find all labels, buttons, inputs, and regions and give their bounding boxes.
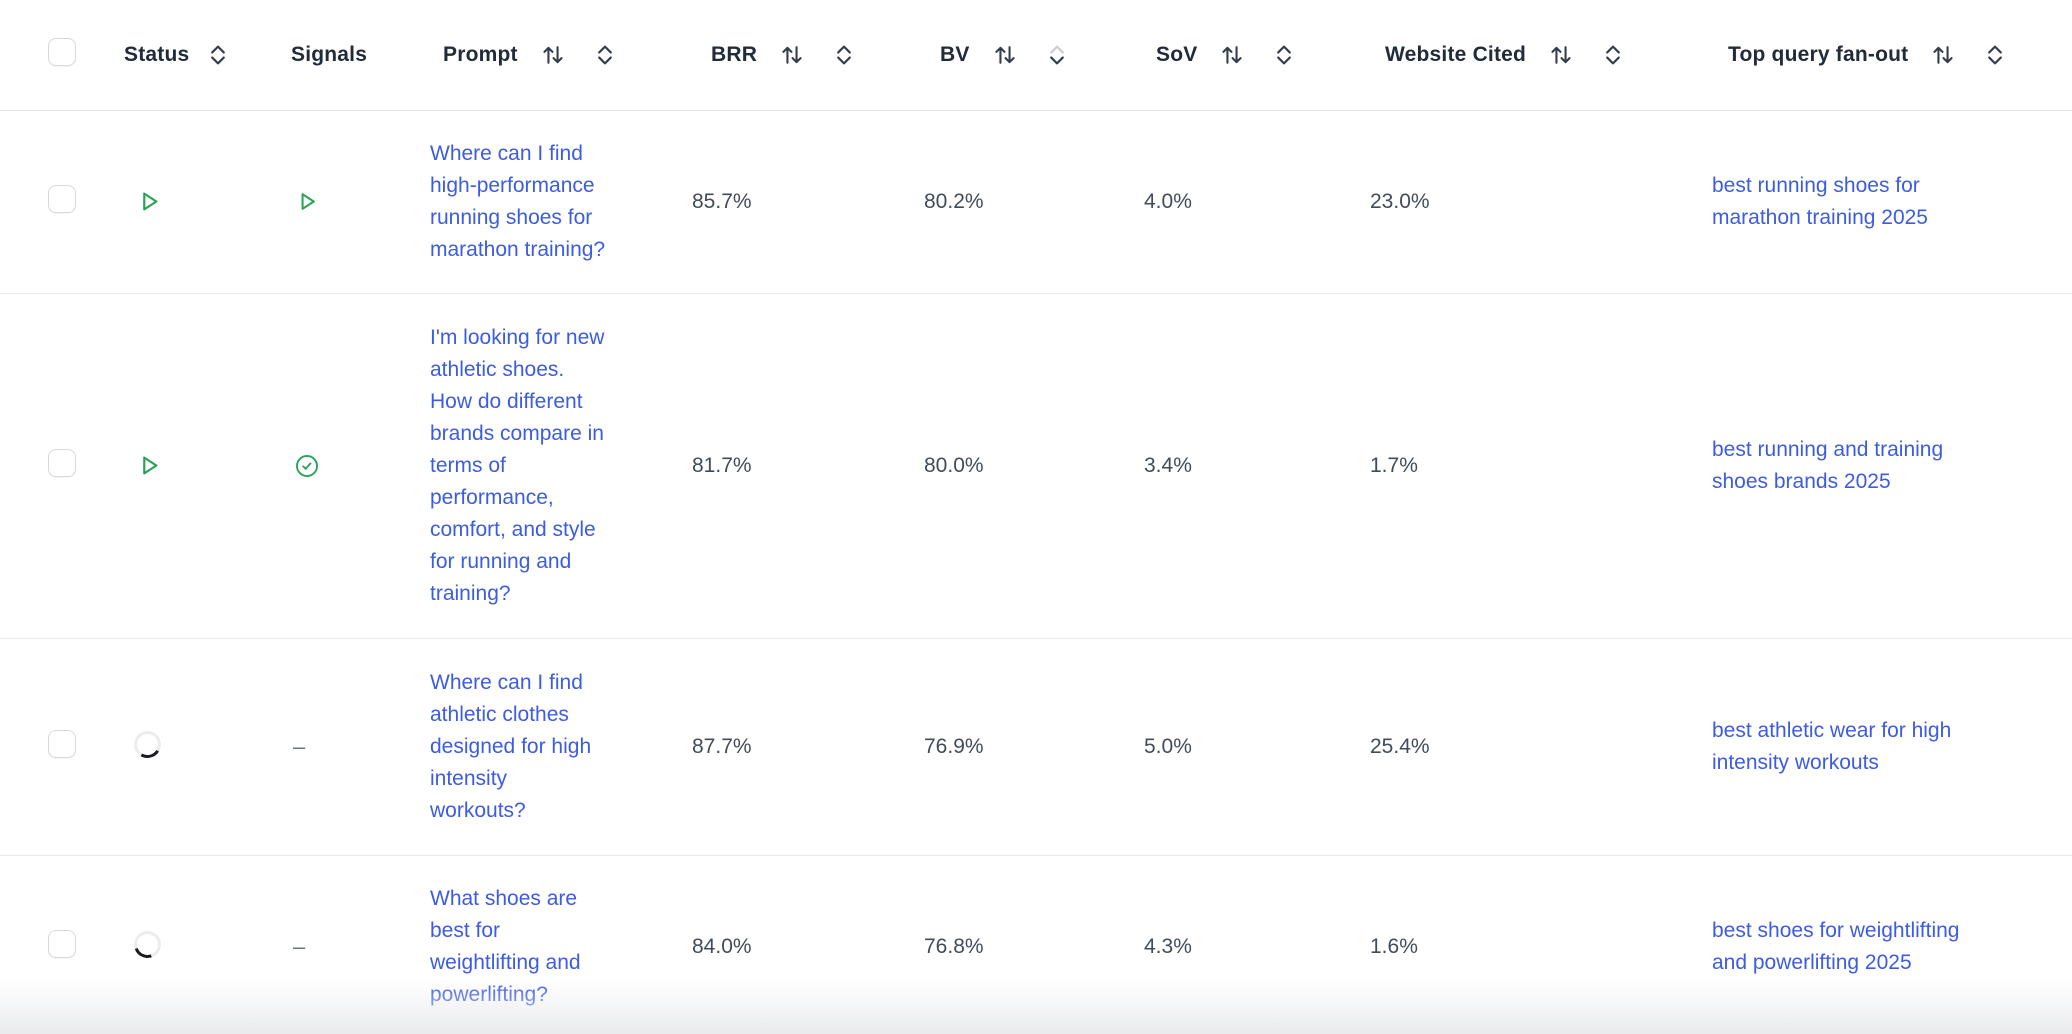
brr-value: 85.7%: [692, 189, 752, 213]
prompt-link[interactable]: I'm looking for new athletic shoes. How …: [430, 325, 605, 605]
sort-arrows-icon[interactable]: [1219, 42, 1245, 68]
column-header-brr: BRR: [711, 42, 758, 66]
column-header-sov: SoV: [1156, 42, 1198, 66]
sort-arrows-icon[interactable]: [540, 42, 566, 68]
prompt-link[interactable]: Where can I find high-performance runnin…: [430, 141, 606, 261]
brr-value: 81.7%: [692, 453, 752, 477]
signal-play-icon: [293, 188, 320, 215]
brr-value: 84.0%: [692, 934, 752, 958]
chevron-up-down-icon[interactable]: [1275, 42, 1293, 68]
row-checkbox[interactable]: [48, 449, 76, 477]
chevron-up-down-icon[interactable]: [209, 42, 227, 68]
row-checkbox[interactable]: [48, 930, 76, 958]
column-header-bv: BV: [940, 42, 970, 66]
chevron-up-down-icon[interactable]: [1604, 42, 1622, 68]
sort-arrows-icon[interactable]: [779, 42, 805, 68]
select-all-checkbox[interactable]: [48, 37, 76, 66]
status-play-icon: [134, 451, 163, 480]
column-header-top-query-fanout: Top query fan-out: [1728, 42, 1909, 66]
column-header-website-cited: Website Cited: [1385, 42, 1527, 66]
sov-value: 3.4%: [1144, 453, 1192, 477]
table-row: – What shoes are best for weightlifting …: [0, 855, 2072, 1034]
top-query-fanout-link[interactable]: best running shoes for marathon training…: [1712, 173, 1928, 229]
website-cited-value: 23.0%: [1370, 189, 1430, 213]
table-row: – Where can I find athletic clothes desi…: [0, 638, 2072, 856]
row-checkbox[interactable]: [48, 730, 76, 758]
bv-value: 76.9%: [924, 734, 984, 758]
sov-value: 5.0%: [1144, 734, 1192, 758]
sort-arrows-icon[interactable]: [992, 42, 1018, 68]
sort-arrows-icon[interactable]: [1930, 42, 1956, 68]
website-cited-value: 1.6%: [1370, 934, 1418, 958]
sov-value: 4.3%: [1144, 934, 1192, 958]
row-checkbox[interactable]: [48, 185, 76, 213]
brr-value: 87.7%: [692, 734, 752, 758]
signal-check-circle-icon: [293, 452, 321, 480]
chevron-up-down-icon[interactable]: [1986, 42, 2004, 68]
table-header-row: Status Signals Prompt: [0, 0, 2072, 111]
chevron-up-down-icon[interactable]: [835, 42, 853, 68]
bv-value: 80.2%: [924, 189, 984, 213]
column-header-signals: Signals: [291, 42, 368, 66]
table-row: Where can I find high-performance runnin…: [0, 110, 2072, 294]
sov-value: 4.0%: [1144, 189, 1192, 213]
signal-dash: –: [293, 933, 306, 959]
bv-value: 80.0%: [924, 453, 984, 477]
prompt-link[interactable]: Where can I find athletic clothes design…: [430, 670, 592, 822]
top-query-fanout-link[interactable]: best running and training shoes brands 2…: [1712, 437, 1944, 493]
top-query-fanout-link[interactable]: best shoes for weightlifting and powerli…: [1712, 918, 1960, 974]
website-cited-value: 1.7%: [1370, 453, 1418, 477]
chevron-up-down-icon-sorted-desc[interactable]: [1048, 42, 1066, 68]
signal-dash: –: [293, 733, 306, 759]
loading-spinner-icon: [129, 925, 166, 963]
prompt-link[interactable]: What shoes are best for weightlifting an…: [430, 886, 581, 1006]
status-play-icon: [134, 187, 163, 216]
chevron-up-down-icon[interactable]: [596, 42, 614, 68]
column-header-prompt: Prompt: [443, 42, 518, 66]
top-query-fanout-link[interactable]: best athletic wear for high intensity wo…: [1712, 718, 1952, 774]
column-header-status: Status: [124, 42, 190, 66]
table-row: I'm looking for new athletic shoes. How …: [0, 293, 2072, 639]
website-cited-value: 25.4%: [1370, 734, 1430, 758]
loading-spinner-icon: [131, 727, 164, 761]
sort-arrows-icon[interactable]: [1548, 42, 1574, 68]
bv-value: 76.8%: [924, 934, 984, 958]
